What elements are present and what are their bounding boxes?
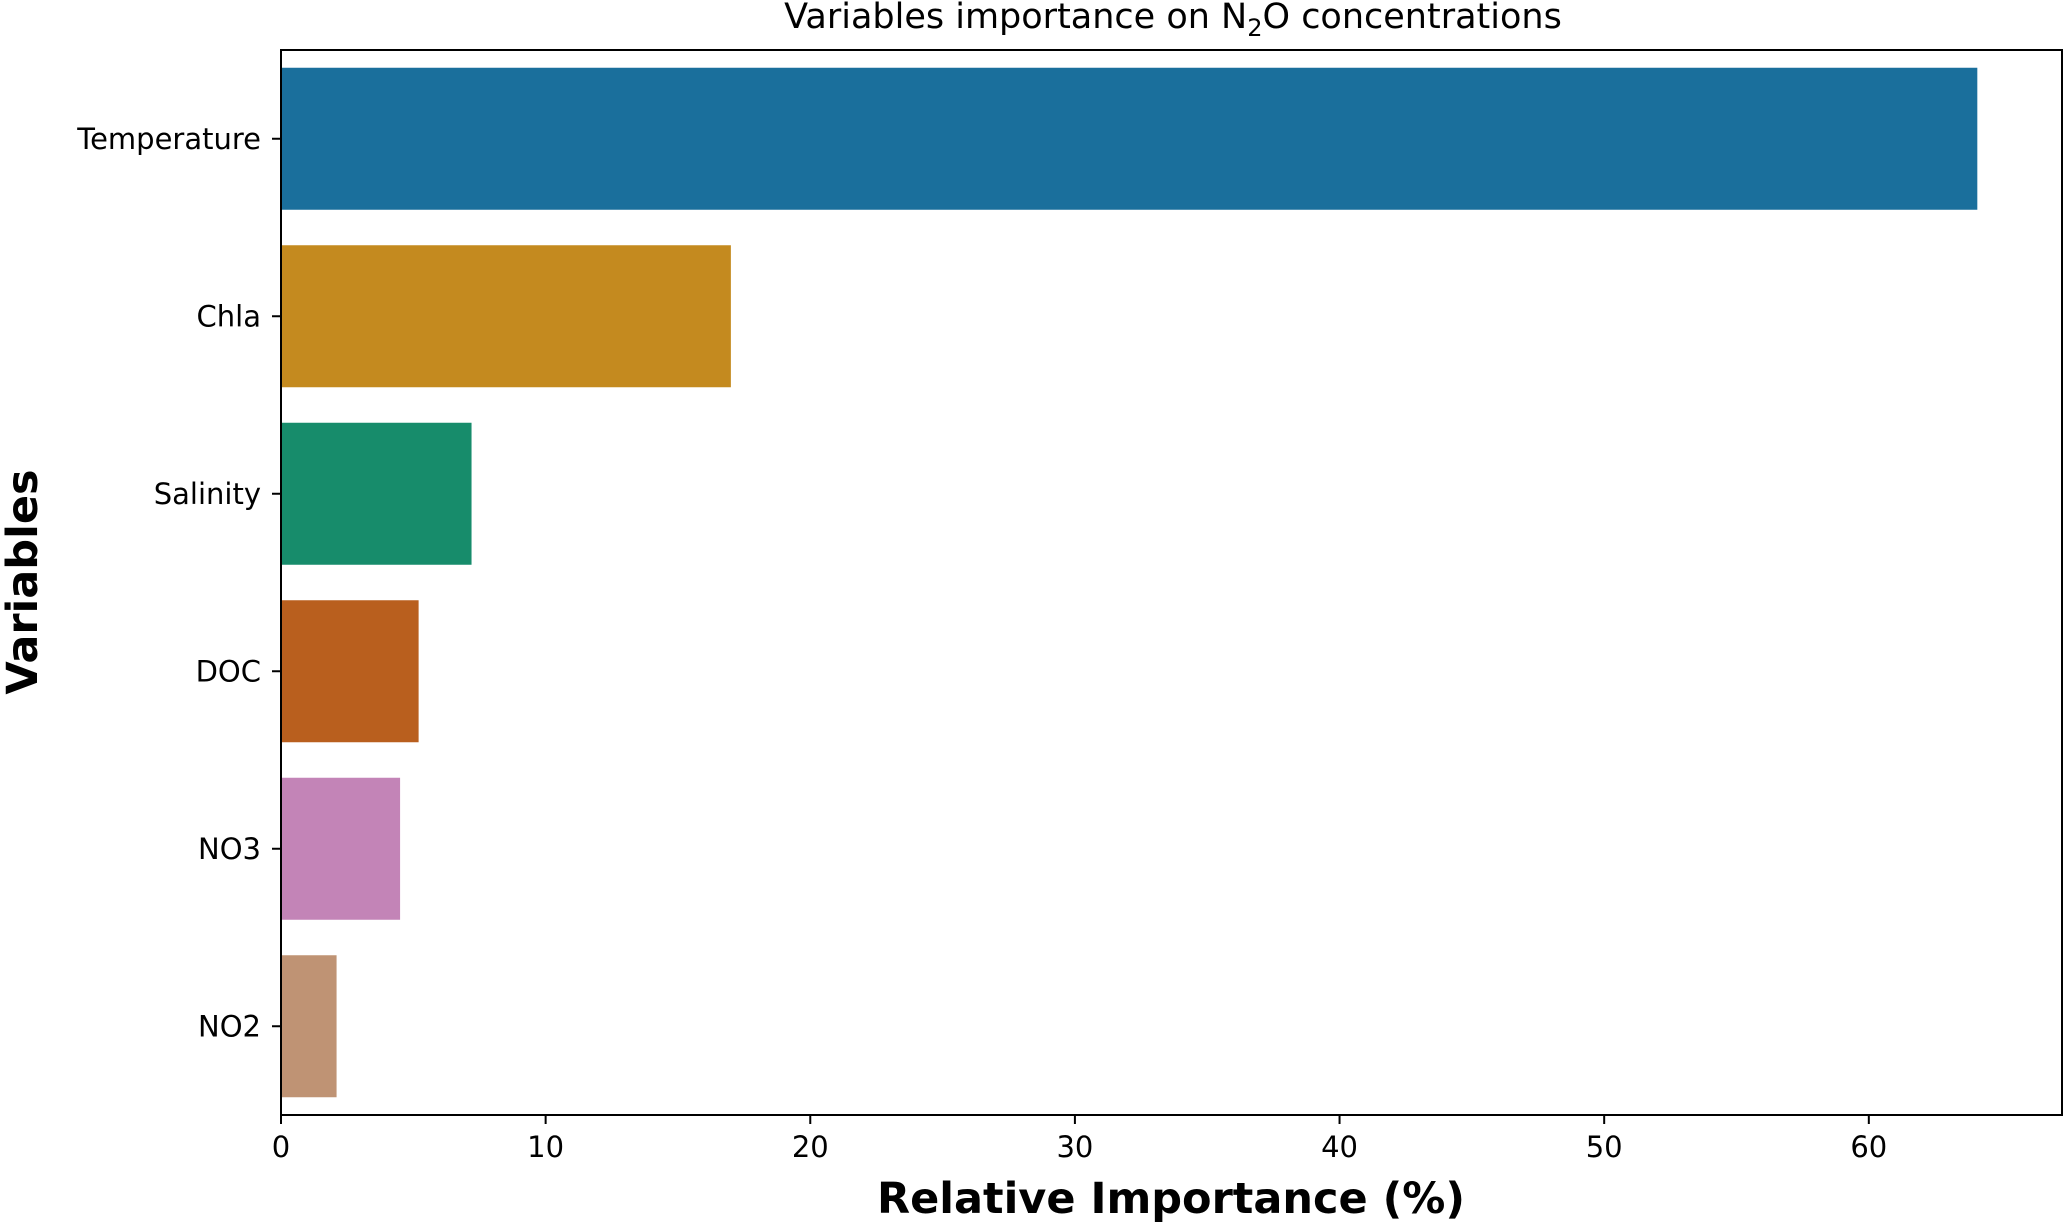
x-tick-label: 0 [272,1130,290,1164]
y-tick-label: DOC [196,654,261,688]
chart-title: Variables importance on N2O concentratio… [784,0,1562,42]
x-tick-label: 50 [1586,1130,1623,1164]
x-tick-label: 10 [527,1130,564,1164]
bar-temperature [281,67,1978,210]
chart-title-subscript: 2 [1247,14,1262,42]
y-tick-label: Chla [197,299,261,333]
y-axis-label: Variables [0,469,48,694]
chart-title-prefix: Variables importance on N [784,0,1247,37]
bar-no3 [281,777,401,920]
y-axis-ticks: Temperature Chla Salinity DOC NO3 NO2 [76,122,281,1043]
bar-doc [281,600,419,743]
x-tick-label: 60 [1850,1130,1887,1164]
bar-no2 [281,955,337,1098]
bar-chla [281,245,731,388]
y-tick-label: Salinity [154,477,261,511]
chart-title-suffix: O concentrations [1263,0,1562,37]
x-axis-label: Relative Importance (%) [877,1174,1465,1224]
x-tick-label: 40 [1321,1130,1358,1164]
x-tick-label: 20 [792,1130,829,1164]
bar-salinity [281,422,472,565]
x-tick-label: 30 [1056,1130,1093,1164]
y-tick-label: Temperature [76,122,261,156]
plot-area-frame [280,49,2063,1116]
y-tick-label: NO3 [198,832,261,866]
bars-group [281,67,1978,1098]
x-axis-ticks: 0 10 20 30 40 50 60 [272,1115,1887,1164]
y-tick-label: NO2 [198,1009,261,1043]
